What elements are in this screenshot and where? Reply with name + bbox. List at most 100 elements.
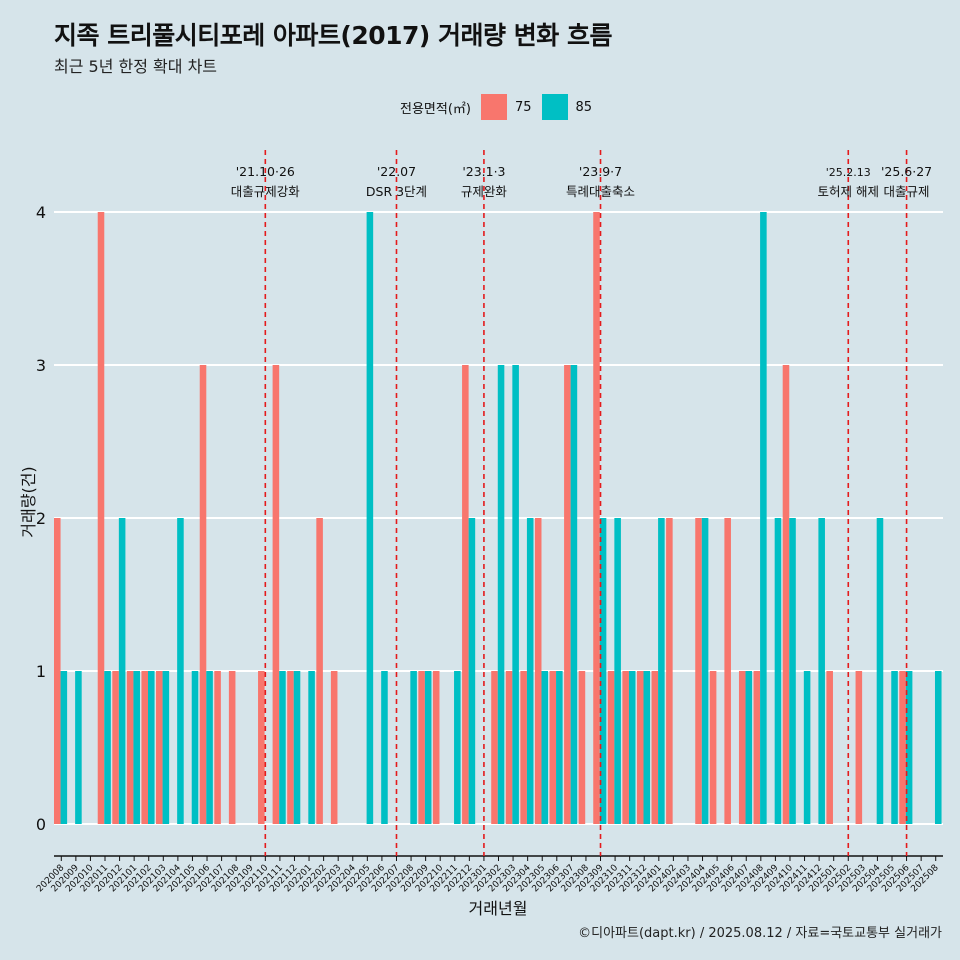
bar-85 <box>497 365 505 824</box>
legend-label-75: 75 <box>514 99 532 115</box>
legend-swatch-75 <box>480 94 507 120</box>
bar-75 <box>97 212 105 824</box>
legend-item-75: 75 <box>480 94 532 120</box>
bar-75 <box>432 671 440 824</box>
bar-85 <box>75 671 82 824</box>
bar-75 <box>855 671 863 824</box>
y-tick-label: 0 <box>36 815 46 834</box>
bar-75 <box>330 671 338 824</box>
bar-85 <box>410 671 417 824</box>
y-tick-label: 2 <box>36 509 46 528</box>
bar-85 <box>934 671 942 824</box>
bar-75 <box>782 365 790 824</box>
bar-85 <box>191 671 199 824</box>
bar-85 <box>905 671 913 824</box>
x-axis-title: 거래년월 <box>469 899 528 918</box>
event-date-label: '23.9·7 <box>579 164 622 179</box>
bar-75 <box>462 365 469 824</box>
y-axis-title: 거래량(건) <box>19 466 38 537</box>
event-date-label: '22.07 <box>377 164 416 179</box>
bar-75 <box>549 671 557 824</box>
legend-swatch-85 <box>541 94 568 120</box>
event-date-label: '25.2.13 <box>826 166 871 179</box>
bar-75 <box>724 518 731 824</box>
bar-75 <box>899 671 906 824</box>
bar-75 <box>228 671 236 824</box>
bar-85 <box>148 671 155 824</box>
bar-75 <box>753 671 761 824</box>
bar-85 <box>658 518 665 824</box>
bar-85 <box>424 671 432 824</box>
bar-75 <box>126 671 134 824</box>
legend-label-85: 85 <box>575 99 593 115</box>
event-date-label: '23.1·3 <box>462 164 505 179</box>
y-tick-label: 4 <box>36 203 46 222</box>
bar-85 <box>293 671 301 824</box>
bar-75 <box>666 518 673 824</box>
event-name-label: 토허제 해제 <box>818 184 879 199</box>
event-name-label: 규제완화 <box>461 184 508 199</box>
bar-85 <box>279 671 286 824</box>
legend: 전용면적(㎡) 75 85 <box>400 93 592 121</box>
bar-75 <box>709 671 717 824</box>
bar-85 <box>556 671 563 824</box>
bar-85 <box>162 671 170 824</box>
bar-75 <box>738 671 746 824</box>
bar-85 <box>760 212 767 824</box>
event-name-label: DSR 3단계 <box>366 184 427 199</box>
bar-75 <box>578 671 586 824</box>
bar-75 <box>141 671 149 824</box>
event-date-label: '21.10·26 <box>236 164 295 179</box>
bar-85 <box>133 671 140 824</box>
chart-title: 지족 트리풀시티포레 아파트(2017) 거래량 변화 흐름 <box>54 21 612 50</box>
bar-75 <box>418 671 425 824</box>
bar-75 <box>593 212 600 824</box>
bar-75 <box>112 671 119 824</box>
bar-85 <box>774 518 782 824</box>
bar-85 <box>789 518 796 824</box>
bar-75 <box>520 671 527 824</box>
bar-85 <box>876 518 884 824</box>
bar-75 <box>54 518 61 824</box>
bar-75 <box>199 365 207 824</box>
bar-75 <box>287 671 294 824</box>
event-name-label: 특례대출축소 <box>566 184 635 199</box>
bar-75 <box>258 671 265 824</box>
bar-85 <box>206 671 213 824</box>
bar-75 <box>534 518 542 824</box>
legend-item-85: 85 <box>541 94 593 120</box>
bar-85 <box>118 518 126 824</box>
bar-75 <box>491 671 498 824</box>
bar-85 <box>60 671 68 824</box>
bar-85 <box>643 671 651 824</box>
bar-75 <box>316 518 323 824</box>
bar-85 <box>381 671 388 824</box>
bar-85 <box>599 518 607 824</box>
bar-85 <box>454 671 461 824</box>
y-tick-label: 3 <box>36 356 46 375</box>
bar-85 <box>701 518 709 824</box>
bar-75 <box>636 671 644 824</box>
bar-75 <box>156 671 163 824</box>
source-caption: ©디아파트(dapt.kr) / 2025.08.12 / 자료=국토교통부 실… <box>578 926 942 941</box>
chart-subtitle: 최근 5년 한정 확대 차트 <box>54 57 218 76</box>
bar-75 <box>564 365 571 824</box>
y-tick-label: 1 <box>36 662 46 681</box>
bar-85 <box>526 518 534 824</box>
bar-85 <box>745 671 753 824</box>
event-name-label: 대출규제강화 <box>231 184 301 199</box>
bar-85 <box>468 518 476 824</box>
bar-85 <box>512 365 519 824</box>
event-date-label: '25.6·27 <box>881 164 932 179</box>
event-name-label: 대출규제 <box>884 184 930 199</box>
bar-85 <box>104 671 111 824</box>
bar-75 <box>651 671 659 824</box>
bar-85 <box>177 518 184 824</box>
bar-85 <box>308 671 315 824</box>
bar-85 <box>891 671 898 824</box>
bar-85 <box>614 518 621 824</box>
bar-75 <box>622 671 629 824</box>
bar-85 <box>803 671 811 824</box>
bar-85 <box>628 671 636 824</box>
